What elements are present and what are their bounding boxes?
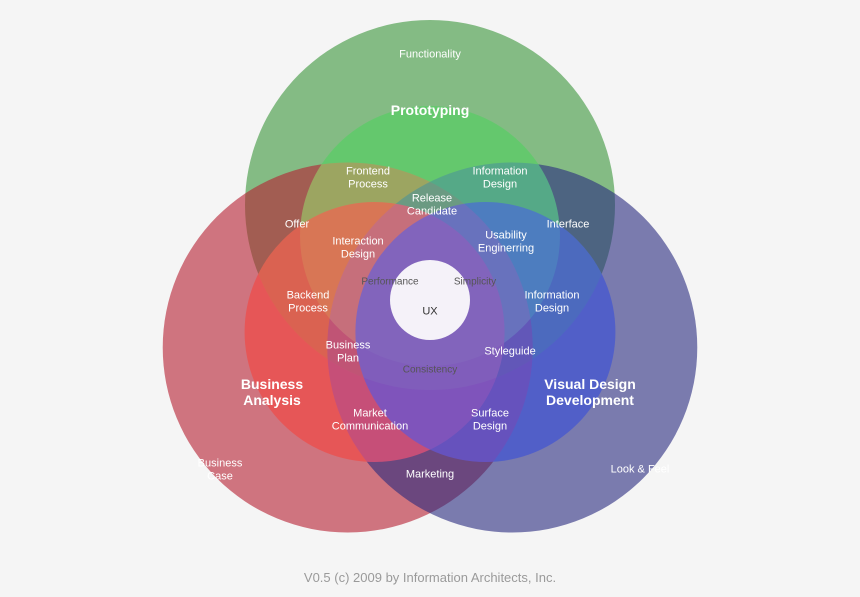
center-circle (390, 260, 470, 340)
ux-venn-diagram (0, 0, 860, 560)
diagram-caption: V0.5 (c) 2009 by Information Architects,… (0, 570, 860, 585)
inner-right (355, 202, 615, 462)
